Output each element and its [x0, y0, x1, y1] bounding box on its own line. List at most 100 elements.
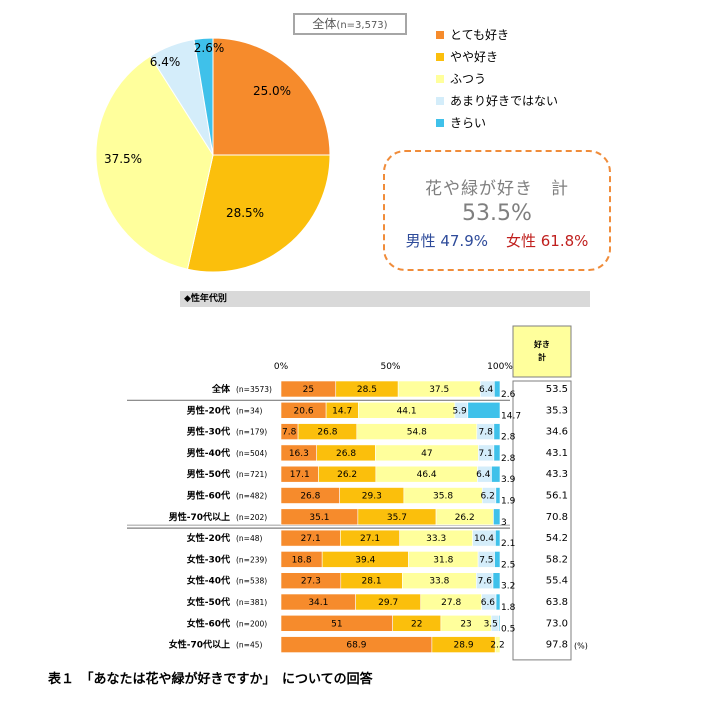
pie-slice-label: 2.6% — [194, 41, 225, 55]
row-n-label: (n=48) — [236, 534, 263, 543]
likes-total-value: 55.4 — [546, 576, 568, 587]
bar-value-label: 2.5 — [501, 560, 515, 570]
bar-value-label: 51 — [331, 619, 342, 629]
axis-tick-label: 0% — [274, 362, 289, 372]
bar-value-label: 3 — [501, 518, 507, 528]
pie-slice-label: 25.0% — [253, 84, 291, 98]
bar-segment — [492, 572, 501, 590]
axis-tick-label: 50% — [380, 362, 400, 372]
summary-total: 53.5% — [462, 201, 532, 226]
bar-value-label: 6.6 — [481, 598, 496, 608]
bar-segment — [467, 401, 501, 419]
bar-value-label: 18.8 — [292, 555, 312, 565]
bar-value-label: 14.7 — [332, 406, 352, 416]
bar-value-label: 7.8 — [479, 428, 494, 438]
likes-total-value: 56.1 — [546, 491, 568, 502]
row-label: 女性-60代 — [187, 617, 230, 629]
row-label: 女性-20代 — [187, 532, 230, 544]
row-label: 女性-50代 — [187, 596, 230, 608]
bar-value-label: 1.9 — [501, 497, 516, 507]
bar-value-label: 14.7 — [501, 411, 521, 421]
bar-value-label: 1.8 — [501, 603, 516, 613]
bar-value-label: 23 — [460, 619, 471, 629]
pie-slice — [212, 37, 331, 156]
legend-item-dislike: きらい — [436, 112, 558, 134]
legend-label: きらい — [450, 116, 487, 130]
bar-value-label: 7.5 — [479, 555, 493, 565]
section-header: ◆性年代別 — [180, 291, 590, 307]
bar-segment — [494, 551, 501, 568]
legend-swatch — [436, 53, 444, 61]
legend-swatch — [436, 75, 444, 83]
bar-value-label: 10.4 — [474, 534, 494, 544]
bar-value-label: 3.2 — [501, 582, 515, 592]
bar-segment — [495, 487, 501, 504]
legend-label: やや好き — [450, 50, 499, 64]
row-n-label: (n=34) — [236, 406, 263, 415]
bar-value-label: 26.2 — [337, 470, 357, 480]
bar-value-label: 22 — [411, 619, 422, 629]
legend-swatch — [436, 119, 444, 127]
row-n-label: (n=202) — [236, 513, 267, 522]
row-n-label: (n=504) — [236, 449, 267, 458]
legend-item-somewhat-like: やや好き — [436, 46, 558, 68]
bar-value-label: 2.1 — [501, 539, 515, 549]
axis-tick-label: 100% — [487, 362, 513, 372]
row-label: 男性-20代 — [187, 404, 230, 416]
bar-value-label: 31.8 — [433, 555, 453, 565]
summary-male: 男性 47.9% — [405, 232, 488, 250]
bar-segment — [493, 508, 501, 526]
bar-value-label: 28.5 — [357, 385, 377, 395]
bar-value-label: 27.1 — [360, 534, 380, 544]
row-label: 男性-70代以上 — [169, 511, 230, 523]
bar-value-label: 3.9 — [501, 475, 516, 485]
row-label: 女性-40代 — [187, 575, 230, 587]
pie-slice-label: 6.4% — [150, 55, 181, 69]
bar-value-label: 6.2 — [481, 492, 495, 502]
row-n-label: (n=538) — [236, 577, 267, 586]
bar-value-label: 33.3 — [426, 534, 446, 544]
bar-value-label: 28.1 — [362, 577, 382, 587]
bar-value-label: 2.8 — [501, 454, 516, 464]
bar-value-label: 33.8 — [429, 577, 449, 587]
pie-slice — [193, 37, 214, 156]
pie-slice — [186, 154, 331, 273]
bar-value-label: 34.1 — [308, 598, 328, 608]
legend-swatch — [436, 97, 444, 105]
likes-total-value: 63.8 — [546, 597, 568, 608]
row-n-label: (n=721) — [236, 470, 267, 479]
legend-label: あまり好きではない — [450, 94, 559, 108]
bar-value-label: 16.3 — [289, 449, 309, 459]
likes-header-label: 計 — [538, 352, 546, 362]
row-n-label: (n=179) — [236, 428, 267, 437]
bar-segment — [493, 444, 501, 462]
legend-label: ふつう — [450, 72, 487, 86]
row-n-label: (n=381) — [236, 598, 267, 607]
likes-total-value: 73.0 — [546, 618, 568, 629]
likes-total-value: 97.8 — [546, 640, 568, 651]
bar-value-label: 2.2 — [490, 641, 504, 651]
bar-segment — [498, 614, 501, 632]
bar-value-label: 25 — [303, 385, 314, 395]
likes-column-box — [512, 380, 572, 661]
row-label: 女性-30代 — [187, 553, 230, 565]
row-n-label: (n=45) — [236, 641, 263, 650]
likes-header-label: 好き — [533, 339, 550, 349]
bar-segment — [493, 423, 501, 440]
summary-female: 女性 61.8% — [506, 232, 589, 250]
legend-item-not-much: あまり好きではない — [436, 90, 558, 112]
bar-value-label: 6.4 — [479, 385, 494, 395]
unit-note: (%) — [574, 642, 588, 651]
bar-value-label: 7.8 — [282, 428, 297, 438]
pie-title: 全体(n=3,573) — [293, 13, 407, 35]
row-label: 男性-60代 — [187, 490, 230, 502]
bar-value-label: 29.7 — [378, 598, 398, 608]
legend-item-very-like: とても好き — [436, 24, 558, 46]
pie-legend: とても好き やや好き ふつう あまり好きではない きらい — [436, 24, 558, 134]
likes-total-value: 43.1 — [546, 448, 568, 459]
bar-value-label: 7.6 — [478, 577, 493, 587]
bar-value-label: 2.8 — [501, 433, 516, 443]
pie-slice-label: 28.5% — [226, 206, 264, 220]
likes-total-value: 43.3 — [546, 469, 568, 480]
bar-value-label: 17.1 — [290, 470, 310, 480]
